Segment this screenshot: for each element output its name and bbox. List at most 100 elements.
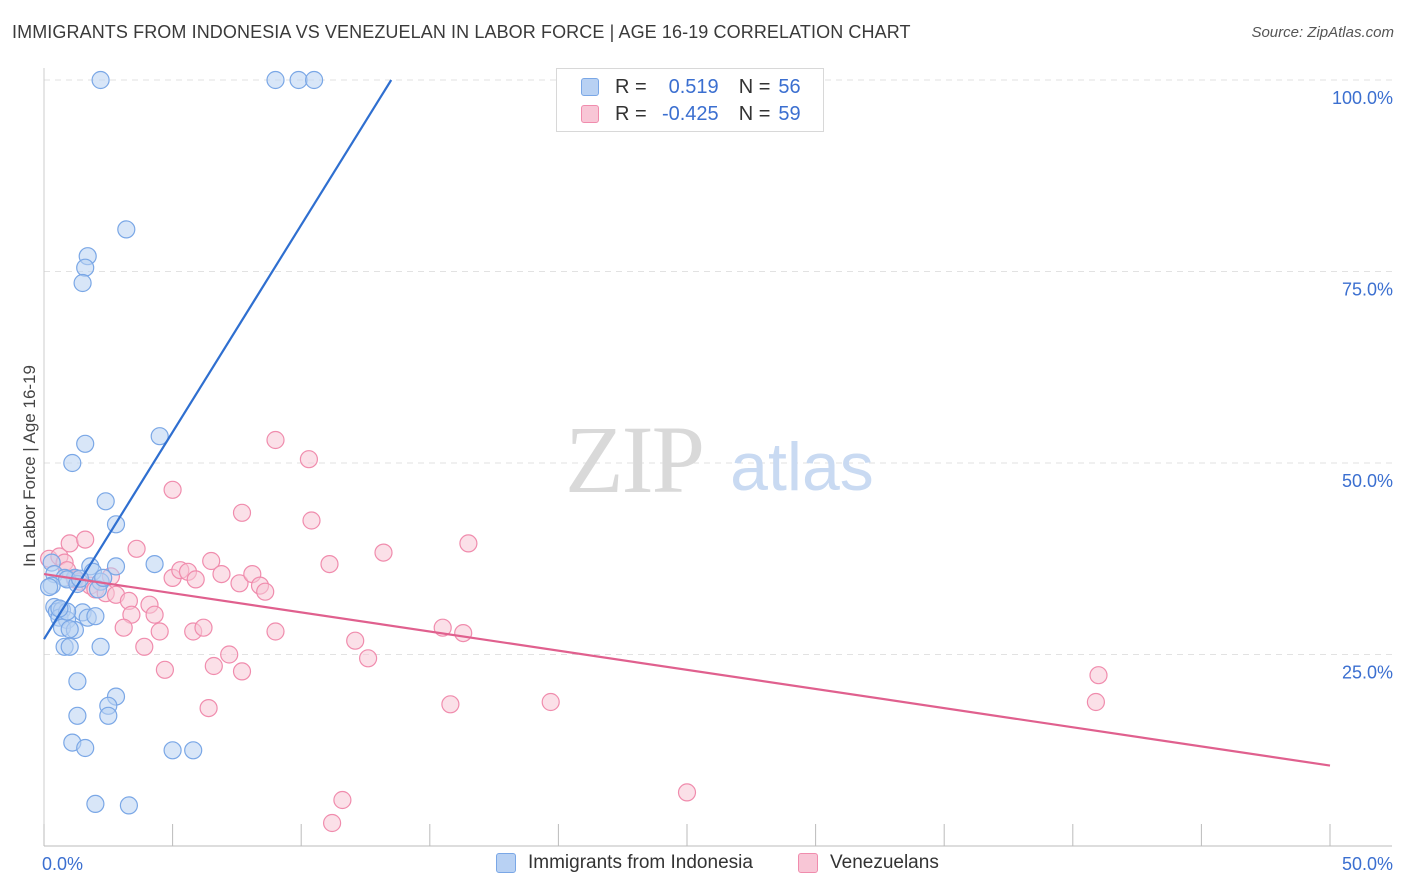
legend-r-value-venezuelans: -0.425 <box>661 102 719 125</box>
venezuelans-point <box>155 660 174 679</box>
x-tick-label: 0.0% <box>42 854 83 874</box>
venezuelans-legend-swatch <box>798 853 818 873</box>
legend-row-venezuelans: R = -0.425 N = 59 <box>581 101 801 127</box>
venezuelans-point <box>230 574 249 593</box>
venezuelans-point <box>1086 692 1106 712</box>
venezuelans-point <box>199 698 218 718</box>
venezuelans-point <box>145 605 164 624</box>
venezuelans-point <box>1089 666 1108 685</box>
indonesia-point <box>266 70 285 90</box>
y-tick-label: 75.0% <box>1342 280 1393 300</box>
x-tick-label: 50.0% <box>1342 854 1393 874</box>
indonesia-swatch <box>581 78 599 96</box>
y-tick-label: 25.0% <box>1342 663 1393 683</box>
venezuelans-point <box>194 618 213 637</box>
venezuelans-point <box>454 623 473 643</box>
indonesia-point <box>163 741 182 760</box>
venezuelans-point <box>333 790 352 810</box>
venezuelans-point <box>135 637 154 656</box>
indonesia-point <box>76 738 95 758</box>
indonesia-point <box>39 577 59 597</box>
indonesia-point <box>119 796 138 815</box>
series-name-venezuelans: Venezuelans <box>830 852 939 873</box>
venezuelans-point <box>266 430 285 450</box>
watermark-zip: ZIP <box>565 406 703 513</box>
venezuelans-point <box>266 622 285 641</box>
indonesia-point <box>50 599 69 618</box>
legend-n-value-venezuelans: 59 <box>778 102 801 125</box>
venezuelans-point <box>186 570 205 589</box>
indonesia-point <box>99 706 118 725</box>
axes <box>43 68 1392 847</box>
correlation-legend: R = 0.519 N = 56 R = -0.425 N = 59 <box>556 68 824 132</box>
y-tick-label: 50.0% <box>1342 471 1393 491</box>
trend-lines <box>43 79 1331 767</box>
indonesia-point <box>86 607 105 626</box>
source-credit: Source: ZipAtlas.com <box>1251 24 1394 41</box>
indonesia-point <box>305 70 324 90</box>
venezuelans-point <box>60 534 79 553</box>
indonesia-point <box>150 427 169 446</box>
watermark-atlas: atlas <box>730 429 874 505</box>
venezuelans-point <box>459 534 478 553</box>
venezuelans-point <box>202 551 221 571</box>
indonesia-point <box>86 794 105 814</box>
indonesia-point <box>106 557 126 576</box>
y-tick-label: 100.0% <box>1332 88 1393 108</box>
indonesia-point <box>91 70 110 90</box>
venezuelans-point <box>677 783 697 802</box>
venezuelans-point <box>76 530 95 549</box>
legend-n-value-indonesia: 56 <box>778 75 801 98</box>
legend-r-label: R = <box>615 75 647 98</box>
indonesia-points <box>39 70 324 815</box>
series-name-indonesia: Immigrants from Indonesia <box>528 852 753 873</box>
indonesia-point <box>63 453 82 473</box>
venezuelans-point <box>320 554 339 574</box>
venezuelans-point <box>299 450 318 469</box>
series-legend-indonesia: Immigrants from Indonesia <box>496 852 753 874</box>
venezuelans-point <box>359 649 378 668</box>
venezuelans-point <box>256 582 275 601</box>
venezuelans-point <box>541 692 560 712</box>
venezuelans-point <box>150 622 169 641</box>
venezuelans-point <box>441 695 460 714</box>
chart-title: IMMIGRANTS FROM INDONESIA VS VENEZUELAN … <box>12 22 911 42</box>
indonesia-point <box>76 258 95 277</box>
x-tick-labels: 0.0% 50.0% <box>42 854 1393 874</box>
indonesia-point <box>145 554 164 574</box>
venezuelans-point <box>204 656 223 676</box>
venezuelans-point <box>127 539 146 558</box>
venezuelans-point <box>163 480 182 499</box>
venezuelans-swatch <box>581 105 599 123</box>
venezuelans-point <box>323 813 342 833</box>
legend-n-label: N = <box>738 102 771 125</box>
venezuelans-point <box>212 564 231 584</box>
venezuelans-point <box>232 662 252 681</box>
indonesia-point <box>73 273 92 293</box>
venezuelans-point <box>374 543 393 562</box>
indonesia-legend-swatch <box>496 853 516 873</box>
indonesia-point <box>76 434 95 453</box>
venezuelans-point <box>232 503 252 522</box>
indonesia-point <box>184 741 203 760</box>
indonesia-trend-line <box>43 79 393 640</box>
legend-r-value-indonesia: 0.519 <box>668 75 719 98</box>
indonesia-point <box>60 637 79 656</box>
y-axis-label: In Labor Force | Age 16-19 <box>20 365 39 567</box>
indonesia-point <box>68 672 87 691</box>
indonesia-point <box>68 706 87 725</box>
indonesia-point <box>96 492 115 511</box>
legend-row-indonesia: R = 0.519 N = 56 <box>581 74 801 100</box>
legend-r-label: R = <box>615 102 647 125</box>
y-tick-labels: 25.0% 50.0% 75.0% 100.0% <box>1332 88 1393 683</box>
venezuelans-trend-line <box>43 572 1331 767</box>
venezuelans-points <box>39 430 1108 833</box>
indonesia-point <box>91 637 110 656</box>
venezuelans-point <box>220 645 239 664</box>
indonesia-point <box>60 620 79 639</box>
venezuelans-point <box>114 618 133 637</box>
series-legend-venezuelans: Venezuelans <box>798 852 939 874</box>
venezuelans-point <box>346 631 365 650</box>
indonesia-point <box>117 220 136 239</box>
